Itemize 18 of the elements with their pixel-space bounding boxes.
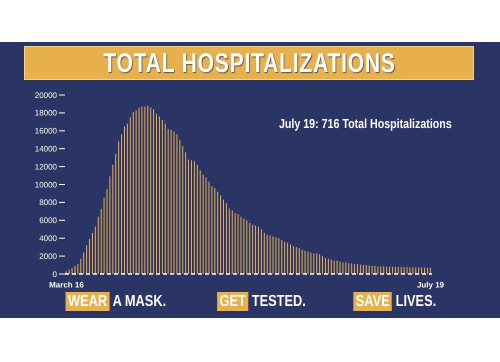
y-tick-label: 4000 bbox=[39, 234, 58, 244]
x-tick-label: July 19 bbox=[416, 280, 445, 290]
text: GET TESTED. bbox=[218, 292, 306, 311]
y-tick-label: 6000 bbox=[39, 216, 58, 226]
x-tick-label: March 16 bbox=[49, 280, 84, 290]
annotation: July 19: 716 Total Hospitalizations bbox=[278, 116, 452, 131]
y-tick-label: 8000 bbox=[39, 198, 58, 208]
y-tick-label: 0 bbox=[52, 270, 58, 279]
y-tick-label: 14000 bbox=[34, 144, 58, 154]
text: WEAR A MASK. bbox=[67, 292, 166, 311]
chart-title: TOTAL HOSPITALIZATIONS bbox=[102, 48, 396, 78]
y-tick-label: 18000 bbox=[34, 108, 58, 118]
y-tick-label: 20000 bbox=[34, 90, 58, 100]
y-tick-label: 16000 bbox=[34, 126, 58, 136]
y-tick-label: 12000 bbox=[34, 162, 58, 172]
y-tick-label: 10000 bbox=[34, 180, 58, 190]
text: SAVE LIVES. bbox=[354, 292, 436, 311]
y-tick-label: 2000 bbox=[39, 252, 58, 261]
